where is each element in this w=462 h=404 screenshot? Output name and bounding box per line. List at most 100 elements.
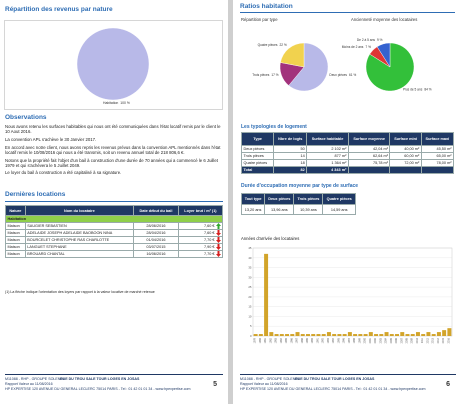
cell-text: 7,90 € [203,245,215,249]
bar [337,334,342,336]
x-tick-label: 2012 [426,337,429,343]
table-cell: Maison [5,243,26,251]
table-cell: BOURCELET CHRISTOPHE RAS CHARLOTTE [24,236,135,244]
cell-text: 16/06/2016 [146,252,166,256]
section-label: Habitation [5,215,223,223]
trend-arrow [215,237,221,243]
arrow-shape [215,251,221,257]
paragraph: Notons que la propriété fait l'objet d'u… [5,157,218,168]
chart-title: Répartition par type [241,17,278,22]
y-tick-label: 10 [248,314,252,318]
trend-arrow [215,251,221,257]
slice-name: De 2 à 5 ans [357,38,375,42]
footer-report: Rapport Valeur au 11/08/2016 [5,382,53,386]
slice-name: Moins de 2 ans [342,45,364,49]
column-header: Deux pièces [264,193,295,205]
table-cell: Quatre pièces [240,159,275,167]
page-title: Ratios habitation [240,3,293,10]
table-cell: 7,60 € [177,222,224,230]
table-cell: 01/04/2016 [133,236,179,244]
x-tick-label: 1988 [301,337,304,343]
x-tick-label: 2013 [432,337,435,343]
table-cell: 7,70 € [177,250,224,258]
table-cell: 60,00 m² [389,152,422,160]
bar [311,334,316,336]
table-cell: ADELAIDE JOSEPH ADELAIDE BAOBOON NINA [24,229,135,237]
slice-name: Quatre pièces [258,43,278,47]
bar [436,332,441,336]
x-tick-label: 2001 [369,337,372,343]
bar [332,334,337,336]
page-left: Répartition des revenus par nature Habit… [0,0,228,404]
y-tick-label: 5 [250,324,252,328]
footer: M11088 - RHP - GROUPE SOLENDI RUE DU TROU… [5,374,223,397]
paragraph: La convention APL s'achève le 30 Janvier… [5,136,97,142]
footer: M11088 - RHP - GROUPE SOLENDI RUE DU TROU… [240,374,456,397]
table-cell: 62,64 m² [347,152,391,160]
x-tick-label: 1984 [280,337,283,343]
slice-value: 9 % [377,38,383,42]
bar [295,332,300,336]
slice-label: Trois pièces 17 % [252,73,279,77]
section-heading: Durée d'occupation moyenne par type de s… [241,183,359,189]
x-tick-label: 1994 [332,337,335,343]
cell-text: ADELAIDE JOSEPH ADELAIDE BAOBOON NINA [27,231,113,235]
bar [395,334,400,336]
slice-label: Deux pièces 61 % [329,73,356,77]
bar [326,332,331,336]
x-tick-label: 1993 [327,337,330,343]
x-tick-label: 1997 [348,337,351,343]
bar [368,332,373,336]
x-tick-label: 2000 [364,337,367,343]
table-cell: Maison [5,222,26,230]
page-right: Ratios habitation Répartition par type An… [233,0,462,404]
cell-text: 7,70 € [203,252,215,256]
pie-slice [280,42,305,68]
arrow-shape [215,223,221,229]
cell-text: Maison [7,231,20,235]
slice-value: 84 % [424,88,431,92]
x-tick-label: 1980 [259,337,262,343]
table-cell: 13,96 ans [264,204,295,215]
cell-text: 7,60 € [203,224,215,228]
paragraph: Nous avons retenu les surfaces habitable… [5,124,221,135]
table-cell: 50 [273,145,308,153]
table-row: Quatre pièces 18 1 364 m² 75,78 m² 72,00 m² 7… [240,159,455,167]
x-tick-label: 2009 [411,337,414,343]
page-number: 6 [446,381,450,388]
trend-arrow [215,244,221,250]
cell-text: Maison [7,238,20,242]
table-cell: 78,00 m² [420,159,455,167]
footer-address: RUE DU TROU SALE TOUR LOGES EN JOSAS [60,377,140,381]
column-header: Surface habitable [306,132,349,146]
cell-text: Maison [7,224,20,228]
arrow-shape [215,244,221,250]
y-tick-label: 15 [248,305,252,309]
cell-text: LANGUET STEPHANE [27,245,67,249]
slice-value: 100 % [120,101,130,105]
bar [415,332,420,336]
slice-value: 7 % [365,45,371,49]
x-tick-label: 2014 [437,337,440,343]
bar [384,332,389,336]
column-header: Surface maxi [420,132,455,146]
duration-table: Tout type Deux pièces Trois pièces Quatre p… [240,193,356,215]
table-row: Maison SAUGIER SEBASTIEN 28/06/2016 7,60 € [5,222,224,230]
bar [258,334,263,336]
slice-value: 61 % [349,73,356,77]
x-tick-label: 2002 [374,337,377,343]
footer-reference: M11088 - RHP - GROUPE SOLENDI [5,377,64,381]
table-cell: Maison [5,250,26,258]
cell-text: 03/07/2015 [146,245,166,249]
table-cell: 2 102 m² [306,145,349,153]
x-tick-label: 2005 [390,337,393,343]
x-tick-label: 1981 [264,337,267,343]
header-row: Tout type Deux pièces Trois pièces Quatre p… [240,193,356,205]
bar [421,334,426,336]
column-header: Surface mini [389,132,422,146]
slice-name: Habitation [103,101,118,105]
table-row: Maison BROUARD CHANTAL 16/06/2016 7,70 € [5,250,224,258]
table-row: Deux pièces 50 2 102 m² 42,04 m² 40,00 m² 45,… [240,145,455,153]
bar [274,334,279,336]
